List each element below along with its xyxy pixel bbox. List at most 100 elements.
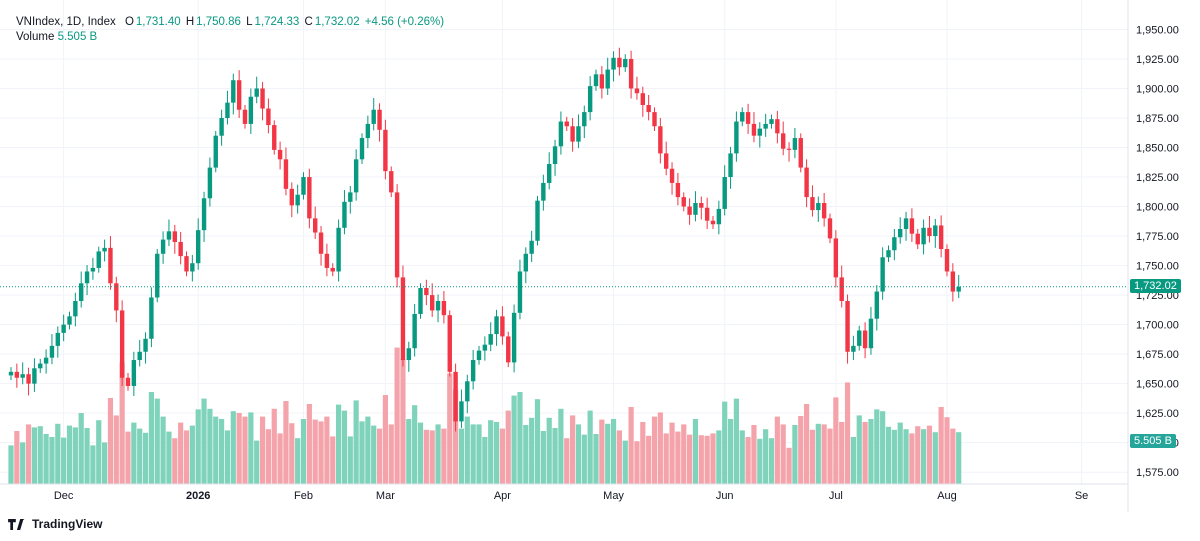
candle-body: [494, 316, 499, 335]
candle-body: [482, 344, 488, 351]
volume-bar: [517, 392, 523, 484]
candle-body: [178, 241, 183, 257]
volume-bar: [575, 424, 582, 484]
candle-body: [757, 128, 762, 136]
volume-bar: [786, 447, 792, 484]
candle-body: [348, 192, 353, 202]
volume-bar: [921, 429, 927, 484]
candle-body: [196, 230, 201, 264]
volume-bar: [31, 427, 37, 484]
candle-body: [488, 334, 493, 345]
candle-body: [763, 123, 768, 129]
candle-body: [38, 363, 43, 369]
candle-body: [950, 271, 956, 292]
volume-bar: [792, 425, 798, 484]
volume-bar: [605, 423, 611, 484]
volume-bar: [891, 429, 897, 484]
candle-body: [541, 182, 546, 201]
volume-bar: [499, 428, 505, 484]
candle-body: [236, 80, 242, 110]
volume-bar: [318, 421, 324, 484]
volume-bar: [493, 422, 500, 484]
volume-bar: [417, 422, 424, 484]
candle-body: [73, 300, 78, 317]
price-tick-label: 1,625.00: [1136, 408, 1179, 420]
tradingview-logo[interactable]: TradingView: [8, 517, 102, 531]
price-tick-label: 1,825.00: [1136, 172, 1179, 184]
time-tick-label: Aug: [937, 490, 957, 502]
volume-bar: [72, 427, 78, 484]
volume-bar: [458, 428, 465, 484]
volume-bar: [312, 419, 318, 484]
price-tick-label: 1,800.00: [1136, 202, 1179, 214]
volume-bar: [353, 400, 359, 484]
volume-bar: [821, 424, 827, 484]
candle-body: [96, 251, 101, 268]
volume-value: 5.505 B: [57, 31, 98, 43]
candle-body: [330, 267, 335, 272]
volume-bar: [166, 431, 172, 484]
candle-body: [26, 374, 31, 384]
volume-label[interactable]: Volume: [16, 31, 55, 43]
candle-body: [775, 119, 780, 134]
candle-body: [740, 112, 745, 122]
volume-bar: [529, 417, 535, 484]
candle-body: [90, 267, 96, 272]
volume-bar: [885, 426, 892, 484]
volume-bar: [476, 424, 482, 484]
volume-bar: [14, 431, 20, 484]
volume-bar: [365, 416, 371, 484]
candle-body: [412, 313, 417, 349]
candle-body: [160, 239, 166, 254]
volume-bar: [295, 438, 301, 484]
volume-bar: [751, 425, 757, 484]
candle-body: [722, 177, 727, 209]
time-tick-label: Se: [1075, 490, 1088, 502]
candle-body: [465, 381, 470, 402]
volume-bar: [710, 433, 716, 484]
candle-body: [394, 192, 400, 278]
volume-bar: [570, 415, 576, 484]
time-axis[interactable]: Dec 2026 Feb Mar Apr May Jun Jul Aug Se: [54, 490, 1088, 502]
volume-bar: [195, 409, 201, 484]
volume-bar: [201, 398, 207, 484]
volume-bar: [142, 432, 149, 484]
candle-body: [751, 123, 757, 136]
volume-bar: [464, 416, 470, 484]
volume-bar: [809, 429, 816, 484]
candle-body: [745, 112, 751, 124]
candle-body: [43, 357, 49, 364]
candle-body: [675, 182, 681, 198]
candle-body: [266, 108, 271, 126]
candle-body: [307, 177, 312, 219]
candle-body: [365, 123, 371, 139]
volume-bar: [669, 422, 675, 484]
candle-body: [628, 58, 634, 89]
candle-body: [839, 277, 844, 301]
volume-bar: [371, 425, 377, 484]
candle-body: [658, 126, 663, 154]
candle-body: [892, 237, 897, 251]
price-tick-label: 1,775.00: [1136, 231, 1179, 243]
candle-body: [944, 249, 950, 272]
candle-body: [886, 250, 891, 258]
volume-bar: [827, 428, 833, 484]
volume-bar: [628, 407, 634, 484]
volume-bar: [523, 425, 529, 484]
time-tick-label: Jul: [829, 490, 843, 502]
volume-bar: [733, 398, 739, 484]
volume-bar: [687, 434, 693, 484]
volume-bar: [534, 399, 541, 484]
candle-body: [921, 227, 926, 245]
symbol-title[interactable]: VNIndex, 1D, Index: [16, 16, 116, 28]
volume-legend: Volume 5.505 B: [16, 31, 97, 43]
volume-bar: [657, 412, 663, 484]
volume-bar: [224, 430, 231, 484]
price-axis[interactable]: 1,950.00 1,925.00 1,900.00 1,875.00 1,850.00…: [1136, 24, 1179, 479]
volume-bar: [300, 419, 307, 484]
volume-bar: [944, 417, 950, 484]
volume-bar: [856, 415, 862, 484]
volume-bar: [423, 429, 429, 484]
